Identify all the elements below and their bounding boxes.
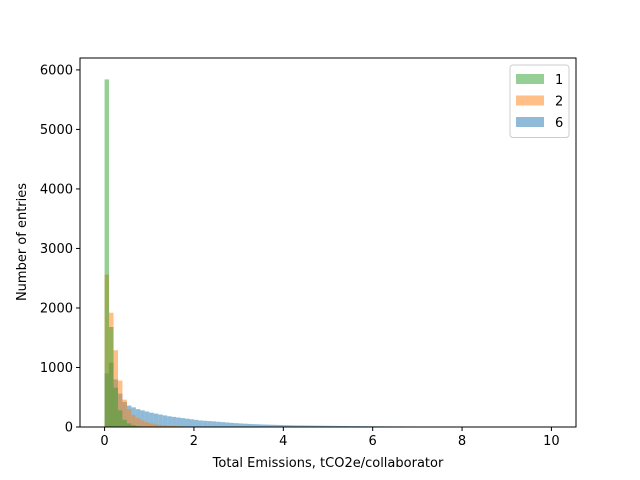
bar	[296, 425, 302, 427]
series-6	[104, 362, 552, 427]
x-tick-label: 8	[458, 434, 466, 449]
y-tick-label: 1000	[40, 361, 73, 376]
bar	[149, 412, 154, 427]
bar	[238, 423, 244, 427]
bar	[198, 420, 203, 427]
y-tick-label: 2000	[40, 301, 73, 316]
bar	[265, 424, 270, 427]
bar	[185, 418, 190, 427]
legend-label: 6	[555, 116, 563, 131]
bar	[260, 424, 266, 427]
bar	[126, 423, 132, 427]
bar	[167, 416, 172, 427]
legend-label: 2	[555, 95, 563, 110]
x-tick-label: 2	[190, 434, 198, 449]
bar	[301, 425, 306, 427]
legend-swatch	[516, 74, 544, 84]
bar	[225, 422, 230, 427]
bar	[269, 424, 275, 427]
legend-swatch	[516, 95, 544, 106]
bar	[328, 425, 333, 427]
bar	[117, 410, 123, 427]
bar	[336, 425, 342, 427]
bar	[131, 415, 136, 427]
bar	[131, 425, 136, 427]
bar	[126, 409, 132, 427]
bar	[162, 425, 168, 427]
bar	[122, 419, 127, 427]
legend-swatch	[516, 117, 544, 127]
bar	[220, 422, 226, 427]
bar	[207, 421, 212, 427]
bar	[140, 410, 145, 427]
bar	[287, 425, 293, 427]
bar	[274, 424, 279, 427]
bar	[171, 416, 177, 427]
plot-frame	[79, 57, 577, 428]
bar	[202, 420, 208, 427]
series-1	[104, 79, 163, 428]
bar	[153, 424, 159, 427]
bar	[176, 417, 181, 427]
bar	[158, 414, 163, 427]
histogram-bars	[104, 79, 552, 428]
bar	[305, 425, 311, 427]
legend-label: 1	[555, 73, 563, 88]
bar	[113, 387, 118, 427]
y-tick-label: 0	[65, 421, 73, 436]
bar	[149, 423, 154, 427]
legend: 1 2 6	[509, 64, 570, 138]
x-tick-label: 0	[100, 434, 108, 449]
bar	[252, 424, 257, 427]
y-tick-label: 4000	[40, 182, 73, 197]
bar	[229, 422, 235, 427]
y-tick-label: 6000	[40, 63, 73, 78]
x-tick-label: 4	[279, 434, 287, 449]
bar	[104, 79, 110, 428]
bar	[332, 425, 337, 427]
bar	[109, 327, 114, 427]
axes: 0 2 4 6 8 10 0 1000 2000 3000 4000 5000 6000	[40, 57, 577, 449]
bar	[243, 423, 248, 427]
bar	[122, 399, 127, 427]
bar	[180, 418, 186, 427]
bar	[283, 425, 288, 427]
bar	[292, 425, 297, 427]
bar	[140, 420, 145, 427]
bar	[323, 425, 328, 427]
bar	[171, 425, 177, 427]
bar	[278, 424, 284, 427]
y-axis-label: Number of entries	[15, 183, 30, 301]
x-axis-label: Total Emissions, tCO2e/collaborator	[212, 456, 444, 471]
bar	[167, 425, 172, 427]
bar	[158, 424, 163, 427]
bar	[189, 419, 194, 427]
series-2	[104, 274, 261, 427]
bar	[144, 422, 150, 427]
x-tick-label: 10	[543, 434, 560, 449]
bar	[234, 423, 239, 427]
x-tick-label: 6	[369, 434, 377, 449]
y-tick-label: 3000	[40, 242, 73, 257]
bar	[211, 421, 217, 427]
bar	[256, 424, 261, 427]
bar	[247, 423, 253, 427]
bar	[153, 413, 159, 427]
bar	[144, 411, 150, 427]
bar	[314, 425, 320, 427]
bar	[193, 419, 199, 427]
bar	[341, 425, 346, 427]
bar	[310, 425, 315, 427]
bar	[117, 380, 123, 427]
bar	[319, 425, 324, 427]
y-tick-label: 5000	[40, 123, 73, 138]
bar	[162, 415, 168, 427]
bar	[135, 418, 141, 427]
bar	[216, 421, 221, 427]
